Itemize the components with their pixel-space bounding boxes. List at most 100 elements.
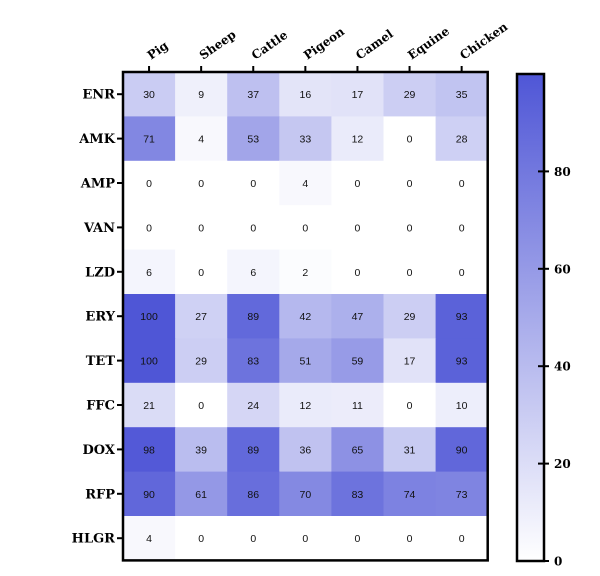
heatmap-cell-rfp-cattle [227, 471, 280, 517]
heatmap-cell-van-pig [123, 205, 176, 251]
cell-value-ery-sheep: 27 [195, 311, 207, 323]
cell-value-ffc-sheep: 0 [198, 400, 204, 412]
cell-value-ffc-chicken: 10 [456, 400, 468, 412]
heatmap-cell-hlgr-pigeon [279, 516, 332, 561]
cell-value-van-pigeon: 0 [302, 222, 308, 234]
heatmap-cell-enr-pigeon [279, 72, 332, 117]
cell-value-amk-camel: 12 [352, 134, 364, 146]
colorbar: 0 20 40 60 80 [515, 72, 571, 569]
heatmap-cell-ffc-equine [383, 382, 437, 428]
heatmap-cell-lzd-sheep [175, 249, 228, 295]
row-label-lzd: LZD [85, 265, 115, 280]
heatmap-cell-hlgr-chicken [435, 516, 489, 561]
cell-value-hlgr-pigeon: 0 [302, 533, 308, 545]
row-labels: ENR AMK AMP VAN LZD ERY TET FFC DOX RFP HLGR [72, 88, 116, 547]
heatmap-cell-dox-sheep [175, 427, 228, 473]
heatmap-cell-van-equine [383, 205, 437, 251]
cell-value-van-pig: 0 [146, 222, 152, 234]
heatmap-cell-van-chicken [435, 205, 489, 251]
cell-value-enr-chicken: 35 [456, 89, 468, 101]
heatmap-cell-ffc-cattle [227, 382, 280, 428]
cell-value-dox-equine: 31 [404, 444, 416, 456]
heatmap-cell-lzd-equine [383, 249, 437, 295]
cell-value-van-cattle: 0 [250, 222, 256, 234]
cell-value-amp-sheep: 0 [198, 178, 204, 190]
cell-value-tet-equine: 17 [404, 356, 416, 368]
cell-value-lzd-sheep: 0 [198, 267, 204, 279]
heatmap-cell-dox-camel [331, 427, 385, 473]
heatmap-cell-tet-cattle [227, 338, 280, 384]
heatmap-cell-amk-pig [123, 116, 176, 162]
heatmap-cell-lzd-camel [331, 249, 385, 295]
cell-value-rfp-equine: 74 [404, 489, 416, 501]
cell-value-enr-equine: 29 [404, 89, 416, 101]
cell-value-van-sheep: 0 [198, 222, 204, 234]
cell-value-ffc-pigeon: 12 [300, 400, 312, 412]
heatmap-cell-enr-sheep [175, 72, 228, 117]
heatmap-cell-amk-camel [331, 116, 385, 162]
heatmap-cell-hlgr-pig [123, 516, 176, 561]
cell-value-enr-camel: 17 [352, 89, 364, 101]
cell-value-ery-chicken: 93 [456, 311, 468, 323]
cell-value-enr-cattle: 37 [247, 89, 259, 101]
cell-value-lzd-pig: 6 [146, 267, 152, 279]
cell-value-lzd-cattle: 6 [250, 267, 256, 279]
cell-value-amk-sheep: 4 [198, 134, 204, 146]
cell-value-lzd-pigeon: 2 [302, 267, 308, 279]
column-label-pigeon: Pigeon [301, 24, 347, 62]
heatmap-cells [123, 72, 489, 561]
heatmap-cell-dox-chicken [435, 427, 489, 473]
heatmap-cell-amp-chicken [435, 160, 489, 206]
heatmap-cell-ffc-pig [123, 382, 176, 428]
cell-value-rfp-pig: 90 [143, 489, 155, 501]
cell-value-hlgr-chicken: 0 [459, 533, 465, 545]
colorbar-label-60: 60 [554, 262, 571, 276]
column-label-cattle: Cattle [249, 27, 291, 62]
heatmap-cell-rfp-chicken [435, 471, 489, 517]
heatmap-cell-enr-pig [123, 72, 176, 117]
cell-value-van-chicken: 0 [459, 222, 465, 234]
cell-value-dox-pigeon: 36 [300, 444, 312, 456]
colorbar-label-40: 40 [554, 360, 571, 374]
heatmap-cell-tet-camel [331, 338, 385, 384]
row-label-dox: DOX [83, 443, 116, 458]
cell-value-amp-pig: 0 [146, 178, 152, 190]
cell-value-rfp-pigeon: 70 [300, 489, 312, 501]
cell-value-lzd-equine: 0 [407, 267, 413, 279]
cell-value-van-equine: 0 [407, 222, 413, 234]
heatmap-cell-amk-cattle [227, 116, 280, 162]
heatmap-cell-van-camel [331, 205, 385, 251]
heatmap-cell-dox-pig [123, 427, 176, 473]
cell-value-rfp-cattle: 86 [247, 489, 259, 501]
heatmap-cell-ery-pig [123, 294, 176, 339]
cell-value-ery-cattle: 89 [247, 311, 259, 323]
heatmap-cell-ery-pigeon [279, 294, 332, 339]
heatmap-cell-tet-chicken [435, 338, 489, 384]
cell-value-amp-chicken: 0 [459, 178, 465, 190]
cell-value-dox-pig: 98 [143, 444, 155, 456]
heatmap-cell-dox-cattle [227, 427, 280, 473]
cell-value-dox-camel: 65 [352, 444, 364, 456]
cell-value-ffc-cattle: 24 [247, 400, 259, 412]
heatmap-cell-hlgr-equine [383, 516, 437, 561]
row-label-rfp: RFP [85, 487, 115, 502]
cell-value-amp-pigeon: 4 [302, 178, 308, 190]
cell-value-amp-equine: 0 [407, 178, 413, 190]
heatmap-cell-ffc-sheep [175, 382, 228, 428]
heatmap-cell-hlgr-camel [331, 516, 385, 561]
row-label-ery: ERY [85, 310, 115, 325]
cell-value-tet-camel: 59 [352, 356, 364, 368]
cell-value-enr-pigeon: 16 [300, 89, 312, 101]
heatmap-cell-ffc-chicken [435, 382, 489, 428]
heatmap-cell-ery-sheep [175, 294, 228, 339]
colorbar-label-0: 0 [554, 555, 562, 569]
cell-value-ery-camel: 47 [352, 311, 364, 323]
cell-value-van-camel: 0 [355, 222, 361, 234]
heatmap-cell-dox-pigeon [279, 427, 332, 473]
heatmap-cell-van-pigeon [279, 205, 332, 251]
heatmap-cell-rfp-pig [123, 471, 176, 517]
heatmap-cell-enr-chicken [435, 72, 489, 117]
cell-value-ery-pigeon: 42 [300, 311, 312, 323]
column-labels: Pig Sheep Cattle Pigeon Camel Equine Chicken [145, 19, 511, 62]
